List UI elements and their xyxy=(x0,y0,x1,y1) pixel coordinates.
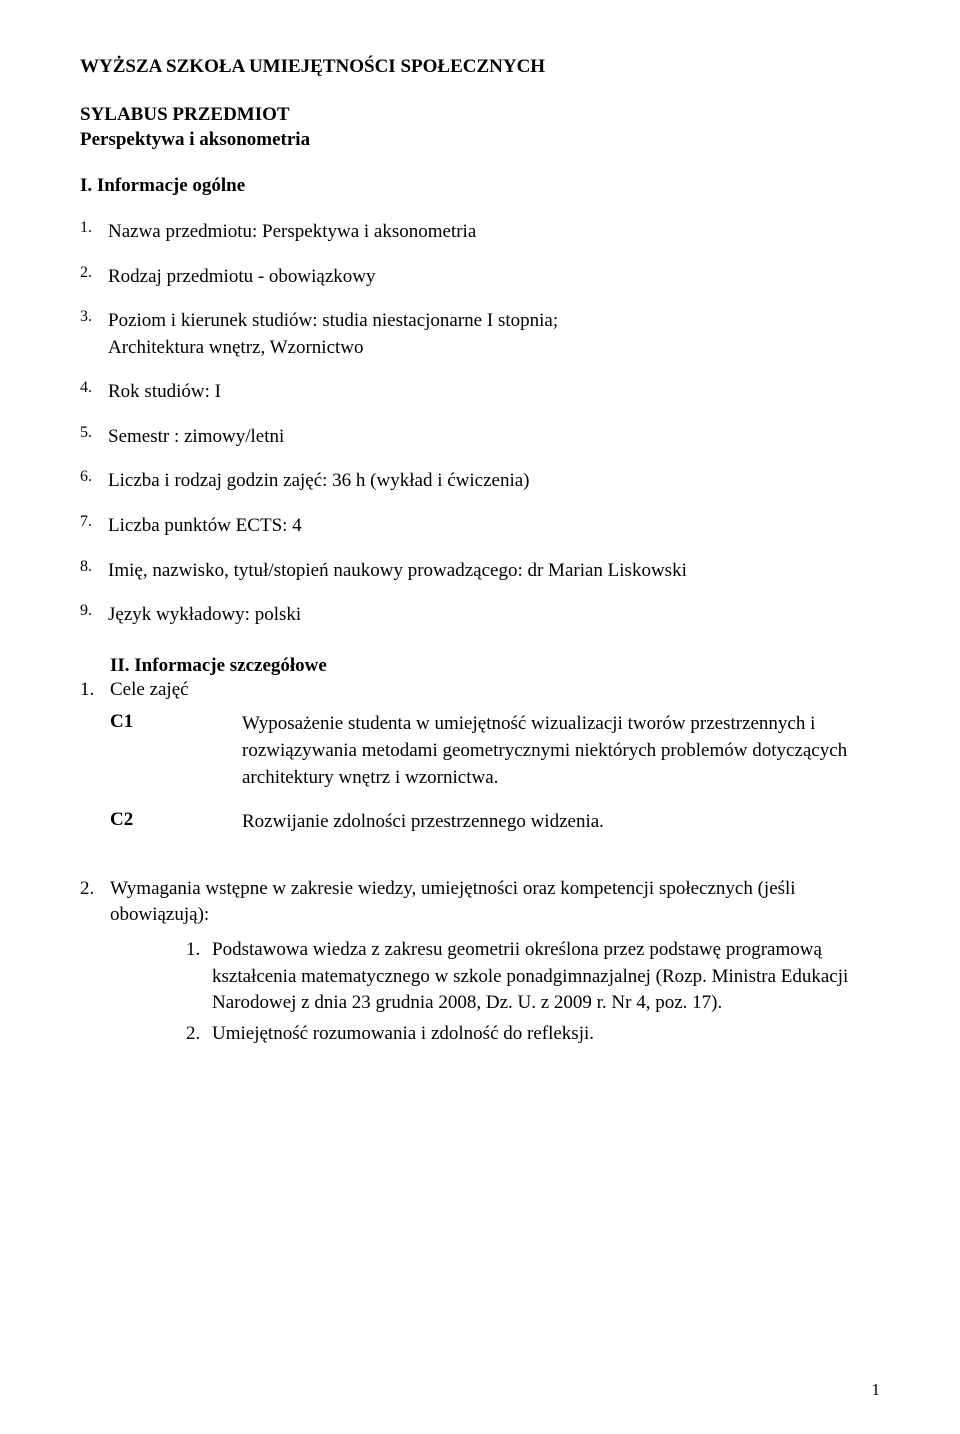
info-item: 6. Liczba i rodzaj godzin zajęć: 36 h (w… xyxy=(80,468,880,495)
item-text: Liczba punktów ECTS: 4 xyxy=(108,513,880,540)
info-item: 5. Semestr : zimowy/letni xyxy=(80,424,880,451)
info-item: 8. Imię, nazwisko, tytuł/stopień naukowy… xyxy=(80,558,880,585)
goal-row: C2 Rozwijanie zdolności przestrzennego w… xyxy=(110,809,880,836)
item-number: 7. xyxy=(80,513,108,540)
requirements-text: Wymagania wstępne w zakresie wiedzy, umi… xyxy=(110,876,880,929)
sublist-number: 1. xyxy=(186,937,212,1017)
item-text: Rodzaj przedmiotu - obowiązkowy xyxy=(108,264,880,291)
sublist-text: Podstawowa wiedza z zakresu geometrii ok… xyxy=(212,937,880,1017)
item-text: Nazwa przedmiotu: Perspektywa i aksonome… xyxy=(108,219,880,246)
item-number: 2. xyxy=(80,264,108,291)
info-item: 4. Rok studiów: I xyxy=(80,379,880,406)
info-item: 3. Poziom i kierunek studiów: studia nie… xyxy=(80,308,880,335)
sublist-item: 1. Podstawowa wiedza z zakresu geometrii… xyxy=(186,937,880,1017)
sublist-item: 2. Umiejętność rozumowania i zdolność do… xyxy=(186,1021,880,1048)
page-number: 1 xyxy=(872,1380,881,1400)
info-item: 7. Liczba punktów ECTS: 4 xyxy=(80,513,880,540)
item-continuation: Architektura wnętrz, Wzornictwo xyxy=(80,335,880,362)
goal-code: C2 xyxy=(110,809,242,836)
item-number: 1. xyxy=(80,677,110,704)
cele-heading: 1. Cele zajęć xyxy=(80,677,880,704)
item-number: 6. xyxy=(80,468,108,495)
institution-title: WYŻSZA SZKOŁA UMIEJĘTNOŚCI SPOŁECZNYCH xyxy=(80,54,880,80)
item-number: 3. xyxy=(80,308,108,335)
item-text: Imię, nazwisko, tytuł/stopień naukowy pr… xyxy=(108,558,880,585)
requirements-heading: 2. Wymagania wstępne w zakresie wiedzy, … xyxy=(80,876,880,929)
item-number: 5. xyxy=(80,424,108,451)
subject-title: Perspektywa i aksonometria xyxy=(80,127,880,153)
sublist-number: 2. xyxy=(186,1021,212,1048)
sublist-text: Umiejętność rozumowania i zdolność do re… xyxy=(212,1021,880,1048)
item-number: 8. xyxy=(80,558,108,585)
info-item: 9. Język wykładowy: polski xyxy=(80,602,880,629)
document-page: WYŻSZA SZKOŁA UMIEJĘTNOŚCI SPOŁECZNYCH S… xyxy=(0,0,960,1434)
goal-row: C1 Wyposażenie studenta w umiejętność wi… xyxy=(110,711,880,791)
info-item: 2. Rodzaj przedmiotu - obowiązkowy xyxy=(80,264,880,291)
item-text: Rok studiów: I xyxy=(108,379,880,406)
goal-text: Wyposażenie studenta w umiejętność wizua… xyxy=(242,711,880,791)
item-number: 1. xyxy=(80,219,108,246)
info-item: 1. Nazwa przedmiotu: Perspektywa i akson… xyxy=(80,219,880,246)
item-text: Semestr : zimowy/letni xyxy=(108,424,880,451)
item-label: Cele zajęć xyxy=(110,677,189,704)
doc-type: SYLABUS PRZEDMIOT xyxy=(80,102,880,128)
item-text: Poziom i kierunek studiów: studia niesta… xyxy=(108,308,880,335)
section-2-title: II. Informacje szczegółowe xyxy=(110,655,880,677)
goal-text: Rozwijanie zdolności przestrzennego widz… xyxy=(242,809,880,836)
goal-code: C1 xyxy=(110,711,242,791)
section-1-title: I. Informacje ogólne xyxy=(80,175,880,197)
item-number: 4. xyxy=(80,379,108,406)
item-number: 9. xyxy=(80,602,108,629)
item-number: 2. xyxy=(80,876,110,929)
item-text: Język wykładowy: polski xyxy=(108,602,880,629)
item-text: Liczba i rodzaj godzin zajęć: 36 h (wykł… xyxy=(108,468,880,495)
